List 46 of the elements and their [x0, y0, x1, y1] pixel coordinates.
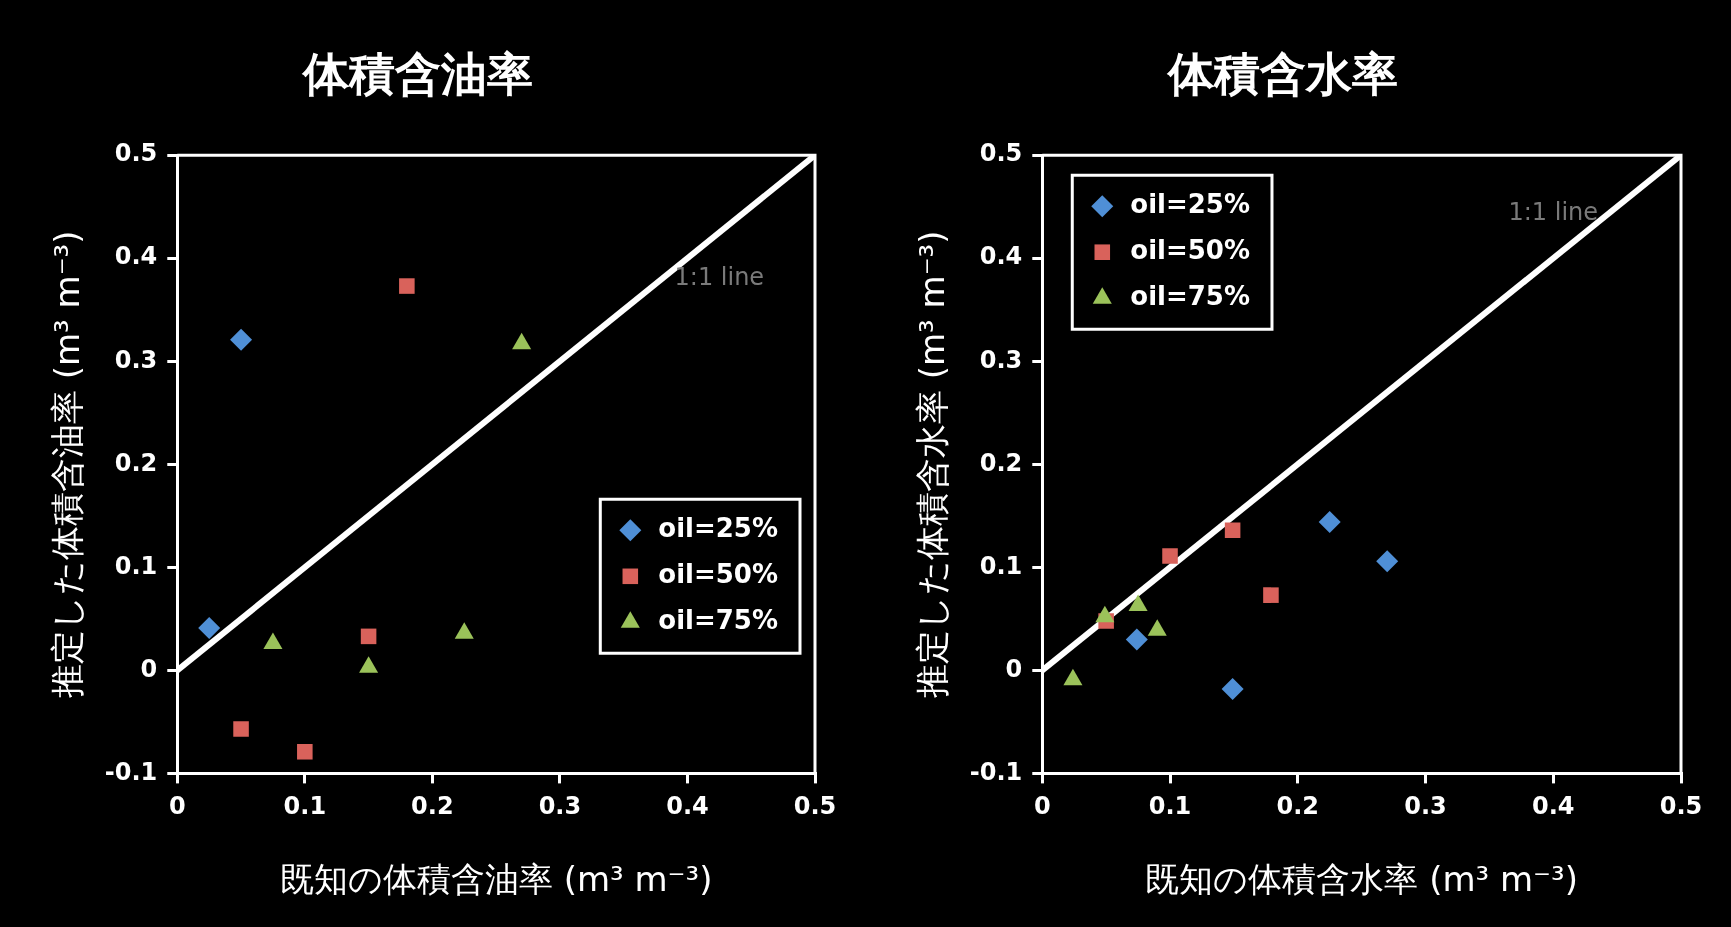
- x-tick-label: 0.5: [793, 792, 837, 821]
- point: [230, 328, 253, 351]
- y-tick-label: 0: [140, 654, 158, 683]
- point: [399, 278, 415, 294]
- annotation: 1:1 line: [1508, 198, 1599, 227]
- legend-label: oil=75%: [658, 605, 779, 636]
- y-tick-label: -0.1: [104, 757, 158, 786]
- chart-title: 体積含水率: [1166, 46, 1398, 101]
- annotation: 1:1 line: [674, 263, 765, 292]
- y-tick-label: 0.1: [979, 551, 1023, 580]
- y-tick-label: 0.5: [114, 139, 158, 168]
- x-tick-label: 0.5: [1659, 792, 1703, 821]
- x-axis-title: 既知の体積含水率 (m³ m⁻³): [1145, 859, 1578, 900]
- y-tick-label: 0.4: [114, 242, 158, 271]
- x-axis-title: 既知の体積含油率 (m³ m⁻³): [279, 859, 713, 900]
- point: [198, 617, 221, 640]
- legend-label: oil=25%: [1130, 188, 1250, 219]
- point: [360, 628, 377, 645]
- x-tick-label: 0.4: [666, 792, 709, 821]
- y-axis-title: 推定した体積含油率 (m³ m⁻³): [47, 230, 88, 699]
- chart-title: 体積含油率: [300, 46, 533, 101]
- y-tick-label: 0.2: [979, 448, 1023, 477]
- y-axis-title: 推定した体積含水率 (m³ m⁻³): [912, 230, 953, 699]
- y-tick-label: 0.3: [979, 345, 1023, 374]
- x-tick-label: 0.2: [1276, 792, 1320, 821]
- x-tick-label: 0.4: [1532, 792, 1575, 821]
- y-tick-label: 0: [1005, 654, 1023, 683]
- x-tick-label: 0.1: [1148, 792, 1192, 821]
- y-tick-label: 0.2: [114, 448, 158, 477]
- x-tick-label: 0.2: [411, 792, 454, 821]
- legend-label: oil=50%: [658, 559, 779, 590]
- legend-label: oil=25%: [658, 513, 779, 544]
- y-tick-label: 0.4: [979, 242, 1023, 271]
- y-tick-label: 0.3: [114, 345, 158, 374]
- x-tick-label: 0: [1033, 792, 1051, 821]
- x-tick-label: 0.3: [1404, 792, 1447, 821]
- y-tick-label: 0.5: [979, 139, 1023, 168]
- y-tick-label: 0.1: [114, 551, 158, 580]
- y-tick-label: -0.1: [969, 757, 1023, 786]
- x-tick-label: 0: [168, 792, 186, 821]
- legend-label: oil=75%: [1130, 280, 1250, 311]
- point: [233, 721, 249, 737]
- x-tick-label: 0.1: [283, 792, 327, 821]
- x-tick-label: 0.3: [538, 792, 582, 821]
- point: [297, 743, 313, 760]
- legend-label: oil=50%: [1130, 234, 1250, 265]
